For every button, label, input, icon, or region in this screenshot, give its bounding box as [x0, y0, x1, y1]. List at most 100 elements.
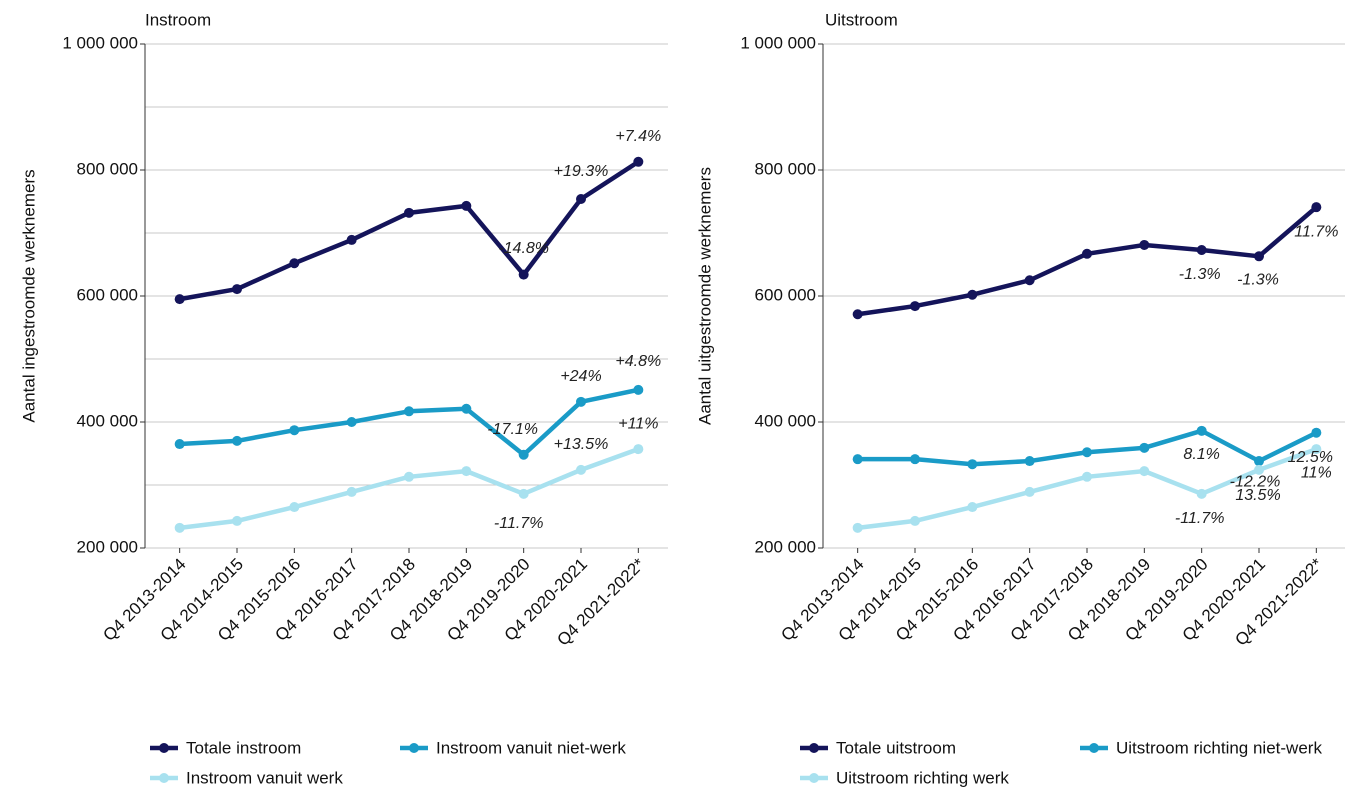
data-point: [174, 522, 185, 533]
annotation: -17.1%: [487, 421, 538, 438]
legend-marker: [1089, 743, 1099, 753]
annotation: +4.8%: [615, 353, 661, 370]
y-tick-label: 600 000: [77, 285, 138, 304]
data-point: [1196, 425, 1207, 436]
annotation: 12.5%: [1288, 449, 1333, 466]
data-point: [232, 284, 242, 295]
data-point: [461, 200, 472, 211]
y-tick-label: 200 000: [77, 537, 138, 556]
data-point: [346, 234, 357, 245]
data-point: [518, 449, 529, 460]
annotation: 13.5%: [1235, 487, 1280, 504]
data-point: [576, 193, 586, 204]
legend-label: Totale uitstroom: [836, 738, 956, 757]
annotation: +24%: [560, 368, 601, 385]
data-point: [633, 156, 644, 167]
data-point: [852, 309, 863, 320]
data-point: [576, 464, 586, 475]
data-point: [174, 439, 185, 450]
series-line: [179, 446, 640, 531]
y-tick-label: 200 000: [755, 537, 816, 556]
data-point: [910, 515, 920, 526]
y-tick-label: 400 000: [755, 411, 816, 430]
y-tick-label: 1 000 000: [62, 33, 138, 52]
data-point: [404, 207, 414, 218]
annotation: -14.8%: [498, 240, 549, 257]
series-line: [179, 159, 640, 302]
data-point: [1082, 248, 1092, 259]
data-point: [346, 417, 357, 427]
series-line: [857, 205, 1318, 317]
y-tick-label: 400 000: [77, 411, 138, 430]
y-tick-label: 600 000: [755, 285, 816, 304]
data-point: [404, 406, 414, 417]
data-point: [1024, 275, 1035, 286]
data-point: [289, 425, 300, 436]
data-point: [461, 403, 472, 414]
data-point: [289, 258, 300, 269]
data-point: [1311, 444, 1322, 455]
annotation: -12.2%: [1230, 473, 1281, 490]
annotation: +13.5%: [554, 436, 609, 453]
legend-marker: [409, 743, 419, 753]
annotation: -11.7%: [494, 515, 544, 532]
data-point: [232, 435, 242, 446]
y-tick-label: 800 000: [77, 159, 138, 178]
annotation: +7.4%: [615, 128, 661, 145]
legend-label: Uitstroom richting werk: [836, 768, 1009, 787]
legend-marker: [809, 743, 819, 753]
annotation: +11%: [618, 415, 658, 432]
data-point: [852, 454, 863, 465]
data-point: [1139, 466, 1150, 477]
data-point: [910, 301, 920, 312]
data-point: [910, 454, 920, 465]
data-point: [967, 459, 978, 470]
annotation: 8.1%: [1183, 446, 1219, 463]
y-tick-label: 800 000: [755, 159, 816, 178]
data-point: [518, 488, 529, 499]
y-tick-label: 1 000 000: [740, 33, 816, 52]
legend-marker: [809, 773, 819, 783]
data-point: [1082, 447, 1092, 458]
annotation: -1.3%: [1179, 266, 1221, 283]
data-point: [852, 522, 863, 533]
data-point: [1254, 464, 1264, 475]
y-axis-label: Aantal ingestroomde werknemers: [19, 169, 38, 422]
legend-marker: [159, 773, 169, 783]
legend-label: Totale instroom: [186, 738, 301, 757]
data-point: [1311, 202, 1322, 213]
data-point: [1254, 456, 1264, 467]
annotation: 11.7%: [1294, 223, 1338, 240]
data-point: [1139, 442, 1150, 453]
data-point: [633, 444, 644, 455]
data-point: [1024, 486, 1035, 497]
data-point: [232, 515, 242, 526]
y-axis-label: Aantal uitgestroomde werknemers: [695, 167, 714, 425]
data-point: [1196, 488, 1207, 499]
legend-label: Instroom vanuit niet-werk: [436, 738, 626, 757]
data-point: [1196, 245, 1207, 256]
data-point: [967, 502, 978, 513]
data-point: [289, 502, 300, 513]
data-point: [404, 471, 414, 482]
data-point: [174, 294, 185, 305]
legend-marker: [159, 743, 169, 753]
annotation: -11.7%: [1175, 510, 1225, 527]
data-point: [1024, 456, 1035, 467]
data-point: [1082, 471, 1092, 482]
data-point: [1311, 427, 1322, 438]
data-point: [1254, 251, 1264, 262]
data-point: [346, 486, 357, 497]
data-point: [461, 466, 472, 477]
data-point: [518, 269, 529, 280]
data-point: [967, 289, 978, 300]
chart-title: Uitstroom: [825, 10, 898, 29]
chart-title: Instroom: [145, 10, 211, 29]
legend-label: Uitstroom richting niet-werk: [1116, 738, 1322, 757]
annotation: -1.3%: [1237, 272, 1279, 289]
legend-label: Instroom vanuit werk: [186, 768, 343, 787]
data-point: [576, 396, 586, 407]
annotation: +19.3%: [554, 163, 609, 180]
data-point: [633, 384, 644, 395]
